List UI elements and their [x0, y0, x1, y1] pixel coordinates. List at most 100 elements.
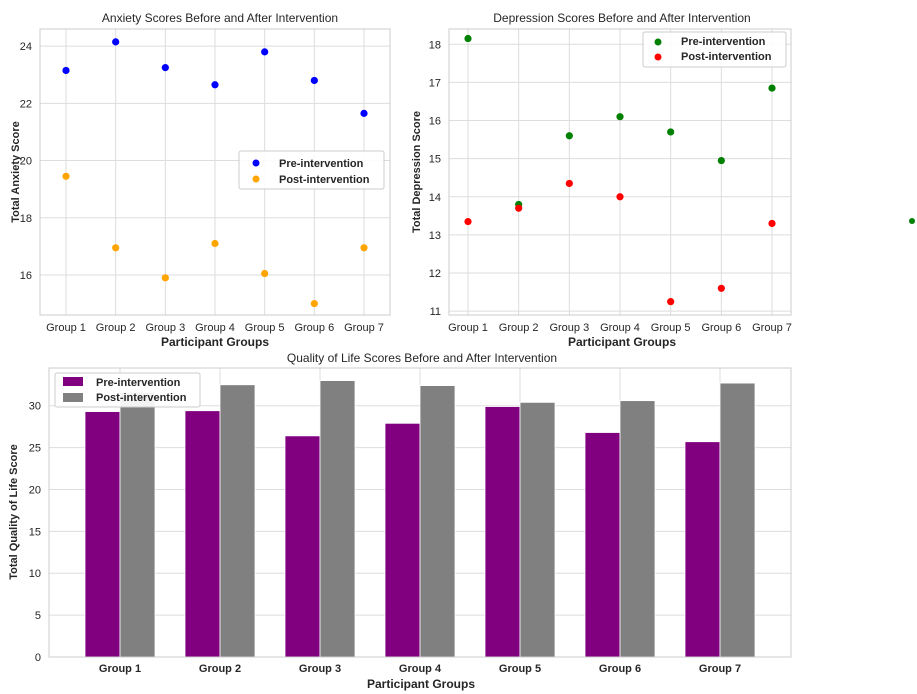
- quality-pre-bar-4: [384, 422, 421, 658]
- anxiety-y-tick-label: 24: [20, 41, 32, 53]
- anxiety-chart: Anxiety Scores Before and After Interven…: [10, 11, 391, 349]
- anxiety-post-point-1: [62, 172, 70, 180]
- depression-post-point-1: [464, 217, 472, 226]
- depression-points: [464, 34, 776, 306]
- depression-post-point-3: [565, 179, 573, 188]
- depression-chart-title: Depression Scores Before and After Inter…: [493, 11, 750, 25]
- depression-legend-box: [642, 31, 787, 68]
- depression-y-tick-label: 12: [429, 268, 441, 280]
- depression-legend-pre-marker: [654, 38, 662, 46]
- anxiety-y-axis-label: Total Anxiety Score: [10, 121, 22, 222]
- quality-post-bar-7: [719, 382, 756, 658]
- anxiety-x-tick-label: Group 1: [46, 322, 86, 334]
- anxiety-post-point-2: [112, 244, 120, 252]
- depression-y-tick-label: 14: [429, 192, 441, 204]
- quality-x-tick-label: Group 4: [399, 663, 442, 675]
- depression-y-tick-label: 16: [429, 116, 441, 128]
- anxiety-post-point-6: [310, 299, 318, 308]
- depression-y-axis-label: Total Depression Score: [411, 111, 423, 233]
- anxiety-y-tick-label: 18: [20, 213, 32, 225]
- anxiety-x-tick-label: Group 3: [145, 322, 185, 334]
- quality-pre-bar-7: [684, 441, 721, 658]
- quality-post-bar-4: [419, 385, 456, 658]
- quality-x-tick-label: Group 5: [499, 663, 541, 675]
- depression-x-ticks: Group 1 Group 2 Group 3 Group 4 Group 5 Group…: [448, 322, 792, 334]
- quality-x-tick-label: Group 7: [699, 663, 741, 675]
- anxiety-legend-post-marker: [252, 175, 260, 183]
- depression-legend-post-label: Post-intervention: [681, 51, 772, 63]
- quality-legend-post-label: Post-intervention: [96, 392, 187, 404]
- anxiety-pre-point-4: [211, 81, 219, 89]
- depression-plot-frame: [448, 28, 792, 316]
- quality-y-tick-label: 15: [29, 526, 41, 538]
- depression-x-tick-label: Group 7: [752, 322, 792, 334]
- depression-x-tick-label: Group 3: [549, 322, 589, 334]
- quality-pre-bar-1: [84, 411, 121, 658]
- depression-y-tick-label: 18: [429, 39, 441, 51]
- depression-pre-point-7: [768, 84, 776, 92]
- depression-x-tick-label: Group 6: [701, 322, 741, 334]
- anxiety-post-point-5: [261, 269, 269, 278]
- quality-y-tick-label: 20: [29, 484, 41, 496]
- depression-pre-point-3: [565, 132, 573, 140]
- quality-y-tick-label: 0: [35, 652, 41, 664]
- quality-x-tick-label: Group 6: [599, 663, 641, 675]
- depression-pre-point-5: [667, 128, 675, 136]
- quality-x-axis-label: Participant Groups: [367, 677, 475, 691]
- depression-post-point-4: [616, 193, 624, 201]
- anxiety-y-ticks: 16 18 20 22 24: [20, 41, 32, 282]
- anxiety-post-point-4: [211, 239, 219, 248]
- quality-y-ticks: 0 5 10 15 20 25 30: [29, 401, 41, 664]
- quality-legend-post-swatch: [63, 393, 83, 402]
- anxiety-x-tick-label: Group 4: [195, 322, 235, 334]
- depression-post-point-7: [768, 219, 776, 228]
- quality-chart: Quality of Life Scores Before and After …: [8, 351, 792, 691]
- quality-pre-bar-3: [284, 435, 321, 658]
- depression-y-ticks: 11 12 13 14 15 16 17 18: [429, 39, 441, 318]
- depression-post-point-6: [717, 284, 725, 292]
- quality-x-ticks: Group 1 Group 2 Group 3 Group 4 Group 5 Group…: [99, 663, 741, 675]
- anxiety-pre-point-1: [62, 66, 70, 75]
- depression-pre-point-4: [616, 113, 624, 121]
- quality-y-axis-label: Total Quality of Life Score: [8, 444, 20, 579]
- depression-x-axis-label: Participant Groups: [568, 335, 676, 349]
- quality-legend-pre-swatch: [63, 377, 83, 386]
- anxiety-legend-pre-marker: [252, 159, 260, 167]
- quality-post-bar-2: [219, 384, 256, 658]
- anxiety-x-ticks: Group 1 Group 2 Group 3 Group 4 Group 5 Group…: [46, 322, 384, 334]
- anxiety-legend: Pre-intervention Post-intervention: [238, 150, 385, 190]
- depression-x-tick-label: Group 1: [448, 322, 488, 334]
- depression-chart: Depression Scores Before and After Inter…: [411, 11, 792, 349]
- anxiety-x-tick-label: Group 7: [344, 322, 384, 334]
- quality-legend-box: [54, 372, 201, 408]
- quality-legend: Pre-intervention Post-intervention: [54, 372, 201, 408]
- quality-y-tick-label: 10: [29, 568, 41, 580]
- quality-y-tick-label: 5: [35, 610, 41, 622]
- quality-y-tick-label: 25: [29, 443, 41, 455]
- depression-x-tick-label: Group 4: [600, 322, 640, 334]
- anxiety-legend-box: [238, 150, 385, 190]
- anxiety-pre-point-5: [261, 48, 269, 56]
- depression-legend-post-marker: [654, 53, 662, 61]
- anxiety-pre-point-3: [161, 64, 169, 72]
- anxiety-post-point-7: [360, 244, 368, 252]
- anxiety-gridlines: [40, 29, 390, 315]
- quality-y-tick-label: 30: [29, 401, 41, 413]
- depression-y-tick-label: 17: [429, 77, 441, 89]
- quality-pre-bar-6: [584, 432, 621, 658]
- stray-green-marker: [909, 218, 915, 224]
- anxiety-legend-pre-label: Pre-intervention: [279, 158, 364, 170]
- depression-x-tick-label: Group 2: [499, 322, 539, 334]
- anxiety-x-tick-label: Group 5: [245, 322, 285, 334]
- quality-pre-bar-5: [484, 406, 521, 658]
- anxiety-x-axis-label: Participant Groups: [161, 335, 269, 349]
- depression-y-tick-label: 15: [429, 154, 441, 166]
- depression-legend: Pre-intervention Post-intervention: [642, 31, 787, 68]
- quality-x-tick-label: Group 3: [299, 663, 341, 675]
- quality-legend-pre-label: Pre-intervention: [96, 377, 181, 389]
- depression-y-tick-label: 13: [429, 230, 441, 242]
- quality-plot-frame: [48, 367, 792, 658]
- anxiety-post-point-3: [161, 274, 169, 282]
- depression-gridlines: [449, 29, 791, 315]
